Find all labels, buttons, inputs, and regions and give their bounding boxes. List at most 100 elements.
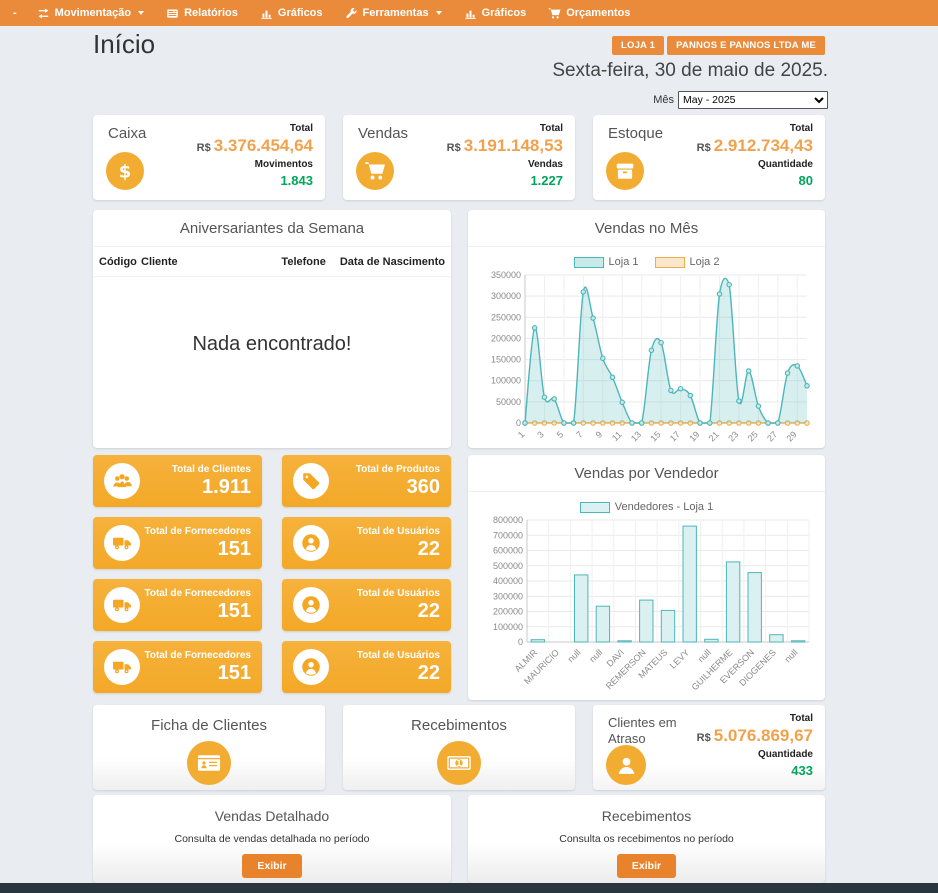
card-title: Ficha de Clientes bbox=[151, 717, 267, 734]
box-icon bbox=[606, 152, 644, 190]
currency-label: R$ bbox=[696, 142, 711, 154]
card-title: Estoque bbox=[608, 125, 664, 142]
svg-text:11: 11 bbox=[609, 429, 623, 443]
svg-text:800000: 800000 bbox=[492, 516, 522, 525]
card-title: Recebimentos bbox=[601, 808, 692, 824]
nav-item-label: Ferramentas bbox=[362, 7, 429, 19]
stat-grid: Total de Clientes 1.911 Total de Produto… bbox=[93, 455, 451, 693]
nav-item-movimentacao[interactable]: Movimentação bbox=[26, 0, 155, 26]
legend-label: Vendedores - Loja 1 bbox=[614, 501, 714, 513]
cart-icon bbox=[548, 7, 561, 20]
total-clientes-card[interactable]: Total de Clientes 1.911 bbox=[93, 455, 262, 507]
legend-label: Loja 1 bbox=[608, 256, 639, 268]
nav-item-label: Gráficos bbox=[481, 7, 527, 19]
svg-text:null: null bbox=[587, 647, 604, 664]
svg-text:29: 29 bbox=[784, 429, 798, 443]
total-value: 5.076.869,67 bbox=[713, 726, 813, 745]
month-filter: Mês May - 2025 bbox=[653, 91, 828, 109]
svg-text:300000: 300000 bbox=[492, 591, 522, 601]
column-codigo: Código bbox=[99, 256, 137, 268]
stat-value: 22 bbox=[417, 662, 440, 684]
count-label: Vendas bbox=[527, 159, 563, 170]
nav-collapsed-item[interactable]: - bbox=[13, 7, 17, 19]
stat-label: Total de Usuários bbox=[356, 526, 440, 537]
svg-text:null: null bbox=[565, 647, 582, 664]
page-title: Início bbox=[93, 29, 156, 59]
estoque-card: Estoque Total R$ 2.912.734,43 Quantidade … bbox=[593, 115, 825, 200]
legend-swatch bbox=[579, 501, 610, 513]
svg-text:200000: 200000 bbox=[492, 607, 522, 617]
svg-text:27: 27 bbox=[765, 429, 779, 443]
svg-text:LEVY: LEVY bbox=[667, 647, 690, 670]
sales-month-panel: Vendas no Mês Loja 1 Loja 2 0 50000 100000 1… bbox=[468, 210, 825, 448]
exibir-button[interactable]: Exibir bbox=[616, 854, 677, 878]
legend-item: Loja 2 bbox=[654, 256, 720, 268]
svg-text:350000: 350000 bbox=[490, 271, 520, 280]
report-icon bbox=[166, 7, 179, 20]
truck-icon bbox=[104, 649, 140, 685]
month-label: Mês bbox=[653, 94, 674, 106]
ficha-clientes-card[interactable]: Ficha de Clientes bbox=[93, 705, 325, 790]
cart-icon bbox=[356, 152, 394, 190]
card-values: Total R$ 5.076.869,67 Quantidade 433 bbox=[697, 713, 813, 778]
stat-value: 22 bbox=[417, 538, 440, 560]
footer-bar bbox=[0, 883, 938, 893]
caret-down-icon bbox=[138, 11, 145, 15]
svg-text:15: 15 bbox=[648, 429, 662, 443]
birthdays-panel: Aniversariantes da Semana Código Cliente… bbox=[93, 210, 451, 448]
card-values: Total R$ 3.191.148,53 Vendas 1.227 bbox=[447, 123, 563, 188]
svg-text:250000: 250000 bbox=[490, 312, 520, 322]
user-circle-icon bbox=[293, 587, 329, 623]
total-fornecedores-card[interactable]: Total de Fornecedores 151 bbox=[93, 579, 262, 631]
sales-vendor-chart: 0 100000 200000 300000 400000 500000 600000 700… bbox=[492, 516, 809, 692]
dollar-icon bbox=[106, 152, 144, 190]
card-title: Caixa bbox=[108, 125, 147, 142]
total-usuarios-card[interactable]: Total de Usuários 22 bbox=[282, 579, 451, 631]
recebimentos-consulta-card: Recebimentos Consulta os recebimentos no… bbox=[468, 795, 825, 883]
total-fornecedores-card[interactable]: Total de Fornecedores 151 bbox=[93, 517, 262, 569]
total-label: Total bbox=[789, 123, 813, 134]
recebimentos-card[interactable]: Recebimentos bbox=[343, 705, 575, 790]
total-value: 3.376.454,64 bbox=[213, 136, 313, 155]
column-nascimento: Data de Nascimento bbox=[339, 256, 445, 268]
stat-label: Total de Fornecedores bbox=[144, 526, 251, 537]
total-usuarios-card[interactable]: Total de Usuários 22 bbox=[282, 641, 451, 693]
truck-icon bbox=[104, 587, 140, 623]
month-select[interactable]: May - 2025 bbox=[678, 91, 828, 109]
legend-label: Loja 2 bbox=[689, 256, 720, 268]
svg-text:200000: 200000 bbox=[490, 333, 520, 343]
svg-text:19: 19 bbox=[687, 429, 701, 443]
panel-title: Aniversariantes da Semana bbox=[93, 210, 451, 247]
sales-month-chart: 0 50000 100000 150000 200000 250000 300000 3500… bbox=[490, 271, 810, 443]
stat-label: Total de Usuários bbox=[356, 588, 440, 599]
stat-label: Total de Usuários bbox=[356, 650, 440, 661]
store-badge: LOJA 1 bbox=[611, 36, 665, 55]
nav-item-ferramentas[interactable]: Ferramentas bbox=[334, 0, 453, 26]
nav-item-relatorios[interactable]: Relatórios bbox=[155, 0, 249, 26]
header-badges: LOJA 1 PANNOS E PANNOS LTDA ME bbox=[611, 36, 825, 55]
bar-chart-icon bbox=[464, 7, 477, 20]
nav-item-orcamentos[interactable]: Orçamentos bbox=[537, 0, 641, 26]
vendas-detalhado-card: Vendas Detalhado Consulta de vendas deta… bbox=[93, 795, 451, 883]
user-circle-icon bbox=[293, 525, 329, 561]
stat-value: 151 bbox=[217, 662, 251, 684]
total-value: 2.912.734,43 bbox=[713, 136, 813, 155]
total-fornecedores-card[interactable]: Total de Fornecedores 151 bbox=[93, 641, 262, 693]
total-produtos-card[interactable]: Total de Produtos 360 bbox=[282, 455, 451, 507]
count-value: 80 bbox=[798, 173, 813, 188]
svg-text:100000: 100000 bbox=[490, 376, 520, 386]
svg-text:null: null bbox=[695, 647, 712, 664]
svg-text:0: 0 bbox=[517, 637, 522, 647]
exibir-button[interactable]: Exibir bbox=[242, 854, 302, 878]
nav-item-graficos-2[interactable]: Gráficos bbox=[453, 0, 538, 26]
stat-label: Total de Produtos bbox=[355, 464, 440, 475]
nav-item-graficos-1[interactable]: Gráficos bbox=[249, 0, 334, 26]
svg-text:1: 1 bbox=[515, 429, 526, 440]
stat-value: 360 bbox=[406, 476, 440, 498]
legend-item: Loja 1 bbox=[573, 256, 639, 268]
clientes-atraso-card: Clientes em Atraso Total R$ 5.076.869,67 … bbox=[593, 705, 825, 790]
total-usuarios-card[interactable]: Total de Usuários 22 bbox=[282, 517, 451, 569]
svg-text:9: 9 bbox=[593, 429, 604, 440]
svg-text:21: 21 bbox=[706, 429, 720, 443]
bar-chart-icon bbox=[260, 7, 273, 20]
